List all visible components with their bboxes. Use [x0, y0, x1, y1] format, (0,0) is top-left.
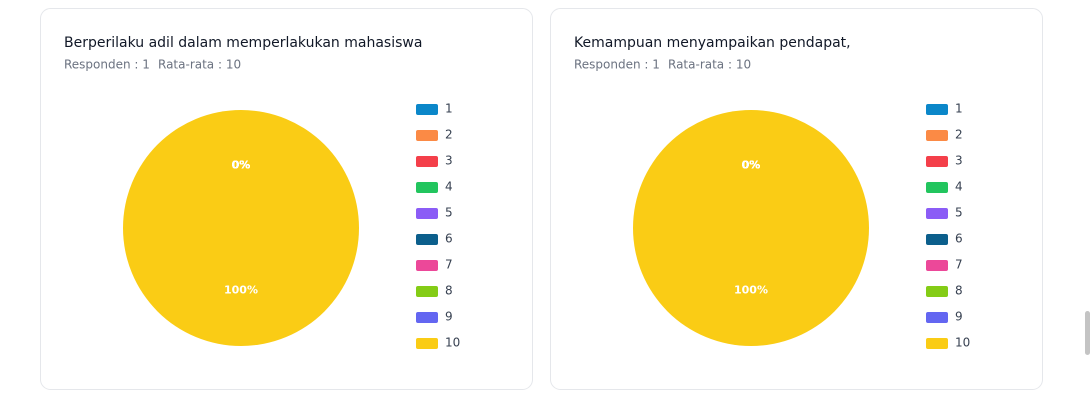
value-label: 0%	[742, 158, 761, 171]
value-label: 100%	[224, 284, 258, 297]
legend-label: 10	[955, 336, 970, 350]
value-label: 0%	[232, 158, 251, 171]
legend-label: 3	[955, 154, 963, 168]
value-label: 100%	[734, 284, 768, 297]
legend-swatch	[416, 156, 438, 167]
pie-slice	[123, 110, 359, 346]
legend-swatch	[416, 234, 438, 245]
value-label: 0%	[232, 158, 251, 171]
legend-swatch	[926, 130, 948, 141]
value-label: 0%	[232, 158, 251, 171]
legend-swatch	[926, 208, 948, 219]
average: Rata-rata : 10	[668, 58, 751, 72]
value-label: 0%	[742, 158, 761, 171]
legend-swatch	[926, 286, 948, 297]
legend-swatch	[926, 260, 948, 271]
legend-label: 2	[955, 128, 963, 142]
legend-swatch	[416, 130, 438, 141]
value-label: 0%	[742, 158, 761, 171]
value-label: 0%	[742, 158, 761, 171]
card-title: Kemampuan menyampaikan pendapat,	[574, 35, 851, 51]
legend-label: 8	[445, 284, 453, 298]
legend-swatch	[416, 260, 438, 271]
respondents: Responden : 1	[574, 58, 660, 72]
respondents: Responden : 1	[64, 58, 150, 72]
legend-swatch	[926, 182, 948, 193]
legend-label: 5	[955, 206, 963, 220]
legend-swatch	[416, 338, 438, 349]
legend-swatch	[926, 338, 948, 349]
legend-swatch	[926, 104, 948, 115]
value-label: 0%	[232, 158, 251, 171]
legend-label: 6	[955, 232, 963, 246]
value-label: 0%	[232, 158, 251, 171]
legend-label: 1	[955, 102, 963, 116]
value-label: 0%	[232, 158, 251, 171]
value-label: 0%	[742, 158, 761, 171]
legend-label: 7	[445, 258, 453, 272]
legend-label: 5	[445, 206, 453, 220]
legend-swatch	[416, 208, 438, 219]
legend-swatch	[416, 182, 438, 193]
legend-swatch	[416, 104, 438, 115]
legend-label: 2	[445, 128, 453, 142]
value-label: 0%	[742, 158, 761, 171]
legend-swatch	[926, 156, 948, 167]
legend-label: 9	[445, 310, 453, 324]
legend-swatch	[926, 312, 948, 323]
value-label: 0%	[232, 158, 251, 171]
scrollbar[interactable]	[1085, 311, 1090, 355]
legend-label: 4	[445, 180, 453, 194]
legend-label: 10	[445, 336, 460, 350]
legend-label: 7	[955, 258, 963, 272]
value-label: 0%	[232, 158, 251, 171]
legend-label: 3	[445, 154, 453, 168]
legend-label: 4	[955, 180, 963, 194]
pie-slice	[633, 110, 869, 346]
card-title: Berperilaku adil dalam memperlakukan mah…	[64, 35, 422, 51]
legend-label: 6	[445, 232, 453, 246]
average: Rata-rata : 10	[158, 58, 241, 72]
value-label: 0%	[742, 158, 761, 171]
legend-swatch	[416, 286, 438, 297]
value-label: 0%	[232, 158, 251, 171]
legend-swatch	[926, 234, 948, 245]
value-label: 0%	[742, 158, 761, 171]
legend-label: 9	[955, 310, 963, 324]
value-label: 0%	[742, 158, 761, 171]
legend-label: 8	[955, 284, 963, 298]
legend-label: 1	[445, 102, 453, 116]
legend-swatch	[416, 312, 438, 323]
